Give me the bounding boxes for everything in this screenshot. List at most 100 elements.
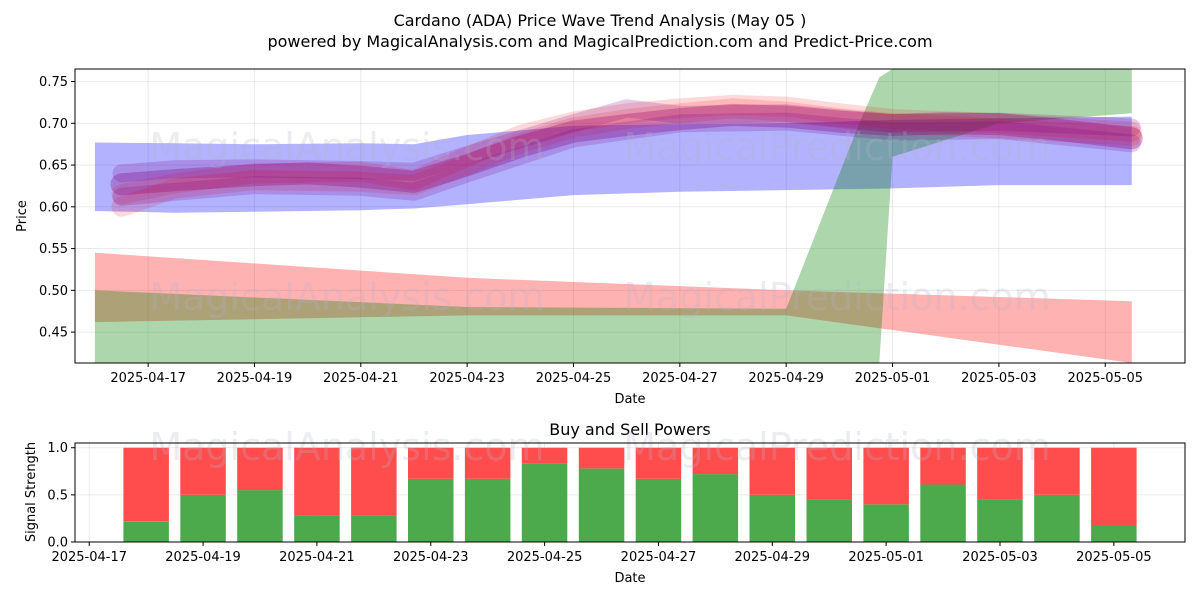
signal-y-ticks: 0.0 0.5 1.0 [47, 441, 75, 551]
sell-bar [977, 447, 1023, 500]
signal-bars [123, 447, 1137, 542]
y-tick-label: 0.70 [39, 117, 68, 132]
buy-bar [749, 494, 795, 542]
price-panel: MagicalAnalysis.com MagicalPrediction.co… [15, 68, 1186, 407]
price-y-axis-label: Price [15, 200, 30, 232]
price-grid [75, 69, 1185, 363]
x-tick-label: 2025-04-25 [536, 371, 612, 386]
buy-bar [977, 499, 1023, 542]
signal-x-axis-label: Date [614, 571, 645, 586]
sell-bar [578, 447, 625, 469]
x-tick-label: 2025-04-17 [51, 550, 127, 565]
buy-bar [123, 521, 169, 542]
sell-bar [237, 447, 283, 491]
buy-bar [920, 484, 966, 542]
price-plot-area [75, 69, 1185, 363]
x-tick-label: 2025-04-19 [217, 371, 293, 386]
signal-x-ticks: 2025-04-17 2025-04-19 2025-04-21 2025-04-23… [51, 542, 1152, 565]
x-tick-label: 2025-05-05 [1076, 550, 1152, 565]
watermark: MagicalAnalysis.com [149, 425, 544, 469]
purple-wave-line [112, 99, 1141, 183]
y-tick-label: 0.50 [39, 284, 68, 299]
watermark: MagicalPrediction.com [623, 125, 1051, 169]
watermark: MagicalAnalysis.com [149, 275, 544, 319]
sell-bar [749, 447, 795, 495]
red-wave-line [111, 98, 1142, 217]
x-tick-label: 2025-04-23 [393, 550, 469, 565]
buy-bar [692, 474, 739, 542]
y-tick-label: 0.0 [47, 536, 68, 551]
chart-subtitle: powered by MagicalAnalysis.com and Magic… [267, 32, 932, 51]
signal-y-axis-label: Signal Strength [24, 442, 39, 542]
price-x-axis-label: Date [614, 392, 645, 407]
sell-bar [464, 447, 511, 479]
green-trend-band [94, 69, 1132, 363]
signal-axes-frame [74, 442, 1186, 543]
watermark: MagicalPrediction.com [623, 425, 1051, 469]
buy-bar [1091, 526, 1137, 542]
buy-bar [1034, 494, 1080, 542]
sell-bar [635, 447, 682, 479]
signal-panel: Buy and Sell Powers MagicalAnalysis.com … [24, 420, 1186, 586]
buy-bar [180, 494, 226, 542]
x-tick-label: 2025-05-05 [1067, 371, 1143, 386]
sell-bar [806, 447, 852, 500]
signal-chart-title: Buy and Sell Powers [549, 420, 711, 439]
y-tick-label: 0.5 [47, 488, 68, 503]
x-tick-label: 2025-04-27 [642, 371, 718, 386]
sell-bar [123, 447, 169, 522]
sell-bar [294, 447, 340, 516]
buy-bar [237, 490, 283, 542]
x-tick-label: 2025-04-17 [110, 371, 186, 386]
buy-bar [806, 499, 852, 542]
sell-bar [521, 447, 568, 464]
buy-bar [635, 478, 682, 542]
sell-bar [1034, 447, 1080, 495]
buy-bar [521, 463, 568, 542]
buy-bar [351, 515, 397, 542]
buy-bar [863, 504, 909, 542]
sell-bar [180, 447, 226, 495]
y-tick-label: 0.65 [39, 159, 68, 174]
x-tick-label: 2025-04-25 [507, 550, 583, 565]
sell-bar [408, 447, 454, 479]
y-tick-label: 0.55 [39, 242, 68, 257]
red-wave-line [111, 94, 1142, 205]
buy-bar [408, 478, 454, 542]
x-tick-label: 2025-04-19 [165, 550, 241, 565]
y-tick-label: 0.60 [39, 200, 68, 215]
y-tick-label: 0.75 [39, 75, 68, 90]
price-wave-lines [110, 94, 1143, 217]
x-tick-label: 2025-04-27 [621, 550, 697, 565]
sell-bar [920, 447, 966, 485]
watermark: MagicalPrediction.com [623, 275, 1051, 319]
x-tick-label: 2025-04-21 [279, 550, 355, 565]
x-tick-label: 2025-04-29 [735, 550, 811, 565]
buy-bar [578, 468, 625, 542]
sell-bar [863, 447, 909, 505]
x-tick-label: 2025-04-29 [748, 371, 824, 386]
watermark: MagicalAnalysis.com [149, 125, 544, 169]
buy-bar [294, 515, 340, 542]
purple-wave-line [112, 112, 1141, 206]
x-tick-label: 2025-05-01 [848, 550, 924, 565]
x-tick-label: 2025-04-23 [429, 371, 505, 386]
purple-wave-line [110, 103, 1143, 196]
chart-title: Cardano (ADA) Price Wave Trend Analysis … [394, 11, 807, 30]
x-tick-label: 2025-05-03 [961, 371, 1037, 386]
price-axes-frame [74, 68, 1186, 364]
price-x-ticks: 2025-04-17 2025-04-19 2025-04-21 2025-04-23… [110, 363, 1143, 386]
sell-bar [351, 447, 397, 516]
x-tick-label: 2025-04-21 [323, 371, 399, 386]
sell-bar [692, 447, 739, 475]
price-bands [94, 69, 1132, 363]
blue-trend-band [94, 116, 1132, 213]
y-tick-label: 1.0 [47, 441, 68, 456]
sell-bar [1091, 447, 1137, 526]
y-tick-label: 0.45 [39, 326, 68, 341]
x-tick-label: 2025-05-01 [855, 371, 931, 386]
price-y-ticks: 0.45 0.50 0.55 0.60 0.65 0.70 0.75 [39, 75, 75, 341]
red-trend-band [94, 252, 1132, 363]
buy-bar [464, 478, 511, 542]
